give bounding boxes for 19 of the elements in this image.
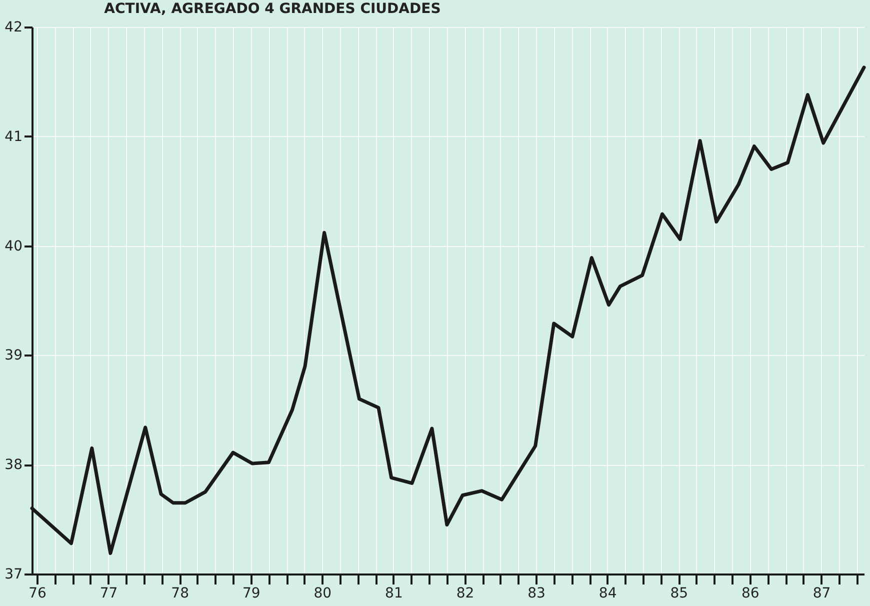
chart-title: ACTIVA, AGREGADO 4 GRANDES CIUDADES [104,1,441,17]
x-tick-label: 78 [171,586,189,602]
x-tick-label: 76 [28,586,46,602]
x-tick-label: 85 [670,586,688,602]
x-tick-label: 87 [812,586,831,602]
x-tick-label: 80 [314,586,332,602]
x-tick-label: 79 [242,586,260,602]
x-tick-label: 77 [100,586,118,602]
x-tick-label: 82 [456,586,474,602]
x-tick-label: 84 [598,586,617,602]
x-tick-label: 86 [742,586,760,602]
x-tick-label: 81 [385,586,403,602]
y-tick-label: 42 [4,20,22,36]
x-tick-label: 83 [528,586,546,602]
y-tick-label: 38 [4,457,22,474]
y-tick-label: 41 [4,128,22,145]
y-tick-label: 39 [4,348,22,364]
y-tick-label: 37 [4,566,22,582]
y-tick-label: 40 [4,238,22,254]
